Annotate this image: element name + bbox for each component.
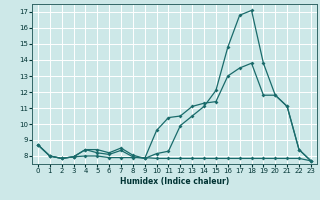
X-axis label: Humidex (Indice chaleur): Humidex (Indice chaleur) [120, 177, 229, 186]
